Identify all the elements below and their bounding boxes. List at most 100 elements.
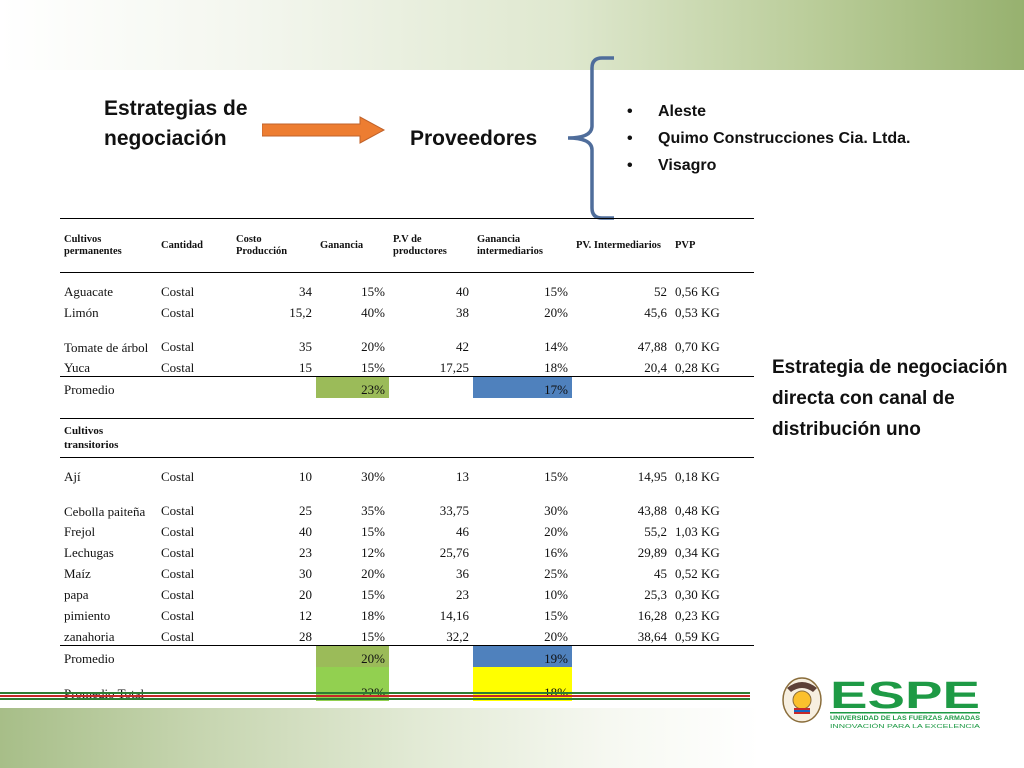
cell: 17,25 <box>439 360 469 375</box>
table-header-row: Cultivos permanentes Cantidad Costo Prod… <box>60 218 754 273</box>
cell: 23 <box>456 587 469 602</box>
column-header: Cantidad <box>161 239 204 251</box>
cell: 0,28 KG <box>675 360 720 375</box>
cell: 15% <box>361 524 385 539</box>
cell: Costal <box>161 360 195 375</box>
cell: 0,52 KG <box>675 566 720 581</box>
cell: 14,16 <box>439 608 469 623</box>
left-brace-icon <box>567 56 614 220</box>
table-row: Aguacate Costal 34 15% 40 15% 52 0,56 KG <box>60 273 754 301</box>
table-row: Cebolla paiteña Costal 25 35% 33,75 30% … <box>60 485 754 519</box>
cell: papa <box>64 587 89 602</box>
cell: 15% <box>544 284 568 299</box>
cell <box>157 377 232 399</box>
cell: Maíz <box>64 566 91 581</box>
espe-emblem-icon: ESPE UNIVERSIDAD DE LAS FUERZAS ARMADAS … <box>782 675 981 730</box>
bottom-gradient-band <box>0 708 760 768</box>
cell: Costal <box>161 608 195 623</box>
cell: Costal <box>161 524 195 539</box>
column-header: PVP <box>675 239 696 251</box>
cell: 0,70 KG <box>675 339 720 354</box>
cell: Costal <box>161 629 195 644</box>
cell: 30% <box>361 469 385 484</box>
cell: 45 <box>654 566 667 581</box>
cell: 0,56 KG <box>675 284 720 299</box>
table-row: Limón Costal 15,2 40% 38 20% 45,6 0,53 K… <box>60 300 754 321</box>
cell: 13 <box>456 469 469 484</box>
cell: 0,34 KG <box>675 545 720 560</box>
cell: 25 <box>299 503 312 518</box>
cell: 0,23 KG <box>675 608 720 623</box>
cell: 36 <box>456 566 469 581</box>
table-row: Ají Costal 10 30% 13 15% 14,95 0,18 KG <box>60 458 754 486</box>
crops-table: Cultivos permanentes Cantidad Costo Prod… <box>60 218 754 701</box>
cell: 15% <box>361 360 385 375</box>
cell: Lechugas <box>64 545 114 560</box>
column-header: Costo Producción <box>236 233 288 257</box>
cell: 40 <box>456 284 469 299</box>
cell: Costal <box>161 587 195 602</box>
logo-wordmark: ESPE <box>830 675 980 717</box>
cell: Costal <box>161 503 195 518</box>
cell: 25,76 <box>439 545 469 560</box>
cell: 29,89 <box>637 545 667 560</box>
cell: 30 <box>299 566 312 581</box>
cell: 40% <box>361 305 385 320</box>
cell: 23 <box>299 545 312 560</box>
column-header: Cultivos permanentes <box>64 233 122 257</box>
cell: Ají <box>64 469 81 484</box>
average-intermediary-profit-cell: 17% <box>473 376 572 398</box>
espe-logo: ESPE UNIVERSIDAD DE LAS FUERZAS ARMADAS … <box>778 672 984 730</box>
cell: 46 <box>456 524 469 539</box>
table-row: zanahoria Costal 28 15% 32,2 20% 38,64 0… <box>60 624 754 646</box>
section-label: Cultivos transitorios <box>64 425 119 451</box>
cell <box>232 377 316 399</box>
cell: 0,48 KG <box>675 503 720 518</box>
table-row: Frejol Costal 40 15% 46 20% 55,2 1,03 KG <box>60 519 754 540</box>
average-profit-cell: 20% <box>316 645 389 667</box>
cell: 14% <box>544 339 568 354</box>
title-negotiation-strategies: Estrategias de negociación <box>104 97 248 150</box>
cell: 55,2 <box>644 524 667 539</box>
cell: Yuca <box>64 360 90 375</box>
average-row: Promedio 20% 19% <box>60 645 754 668</box>
cell: 0,18 KG <box>675 469 720 484</box>
cell <box>157 646 232 668</box>
cell: 35% <box>361 503 385 518</box>
logo-subtitle: UNIVERSIDAD DE LAS FUERZAS ARMADAS <box>830 715 981 722</box>
average-intermediary-profit-cell: 19% <box>473 645 572 667</box>
cell: Costal <box>161 339 195 354</box>
average-row: Promedio 23% 17% <box>60 376 754 399</box>
cell: 35 <box>299 339 312 354</box>
cell: Costal <box>161 545 195 560</box>
cell: 20 <box>299 587 312 602</box>
column-header: P.V de productores <box>393 233 447 257</box>
cell: Costal <box>161 284 195 299</box>
cell: 25,3 <box>644 587 667 602</box>
column-header: Ganancia <box>320 239 364 251</box>
table-row: papa Costal 20 15% 23 10% 25,3 0,30 KG <box>60 582 754 603</box>
cell: 30% <box>544 503 568 518</box>
column-header: Ganancia intermediarios <box>477 233 543 257</box>
supplier-item: Visagro <box>627 152 910 179</box>
cell: 0,53 KG <box>675 305 720 320</box>
supplier-item: Quimo Construcciones Cia. Ltda. <box>627 125 910 152</box>
cell: Promedio <box>64 382 115 397</box>
cell: 15% <box>544 469 568 484</box>
cell: 52 <box>654 284 667 299</box>
cell <box>572 377 671 399</box>
cell: Limón <box>64 305 99 320</box>
cell: 42 <box>456 339 469 354</box>
cell <box>389 646 473 668</box>
cell: 45,6 <box>644 305 667 320</box>
average-profit-cell: 23% <box>316 376 389 398</box>
cell: 33,75 <box>439 503 469 518</box>
top-gradient-band <box>0 0 1024 70</box>
cell: 0,59 KG <box>675 629 720 644</box>
decorative-stripe <box>0 692 750 700</box>
cell: Tomate de árbol <box>64 340 149 355</box>
cell: Cebolla paiteña <box>64 504 146 519</box>
cell: 12 <box>299 608 312 623</box>
cell: 15% <box>361 284 385 299</box>
logo-tagline: INNOVACIÓN PARA LA EXCELENCIA <box>830 723 981 730</box>
